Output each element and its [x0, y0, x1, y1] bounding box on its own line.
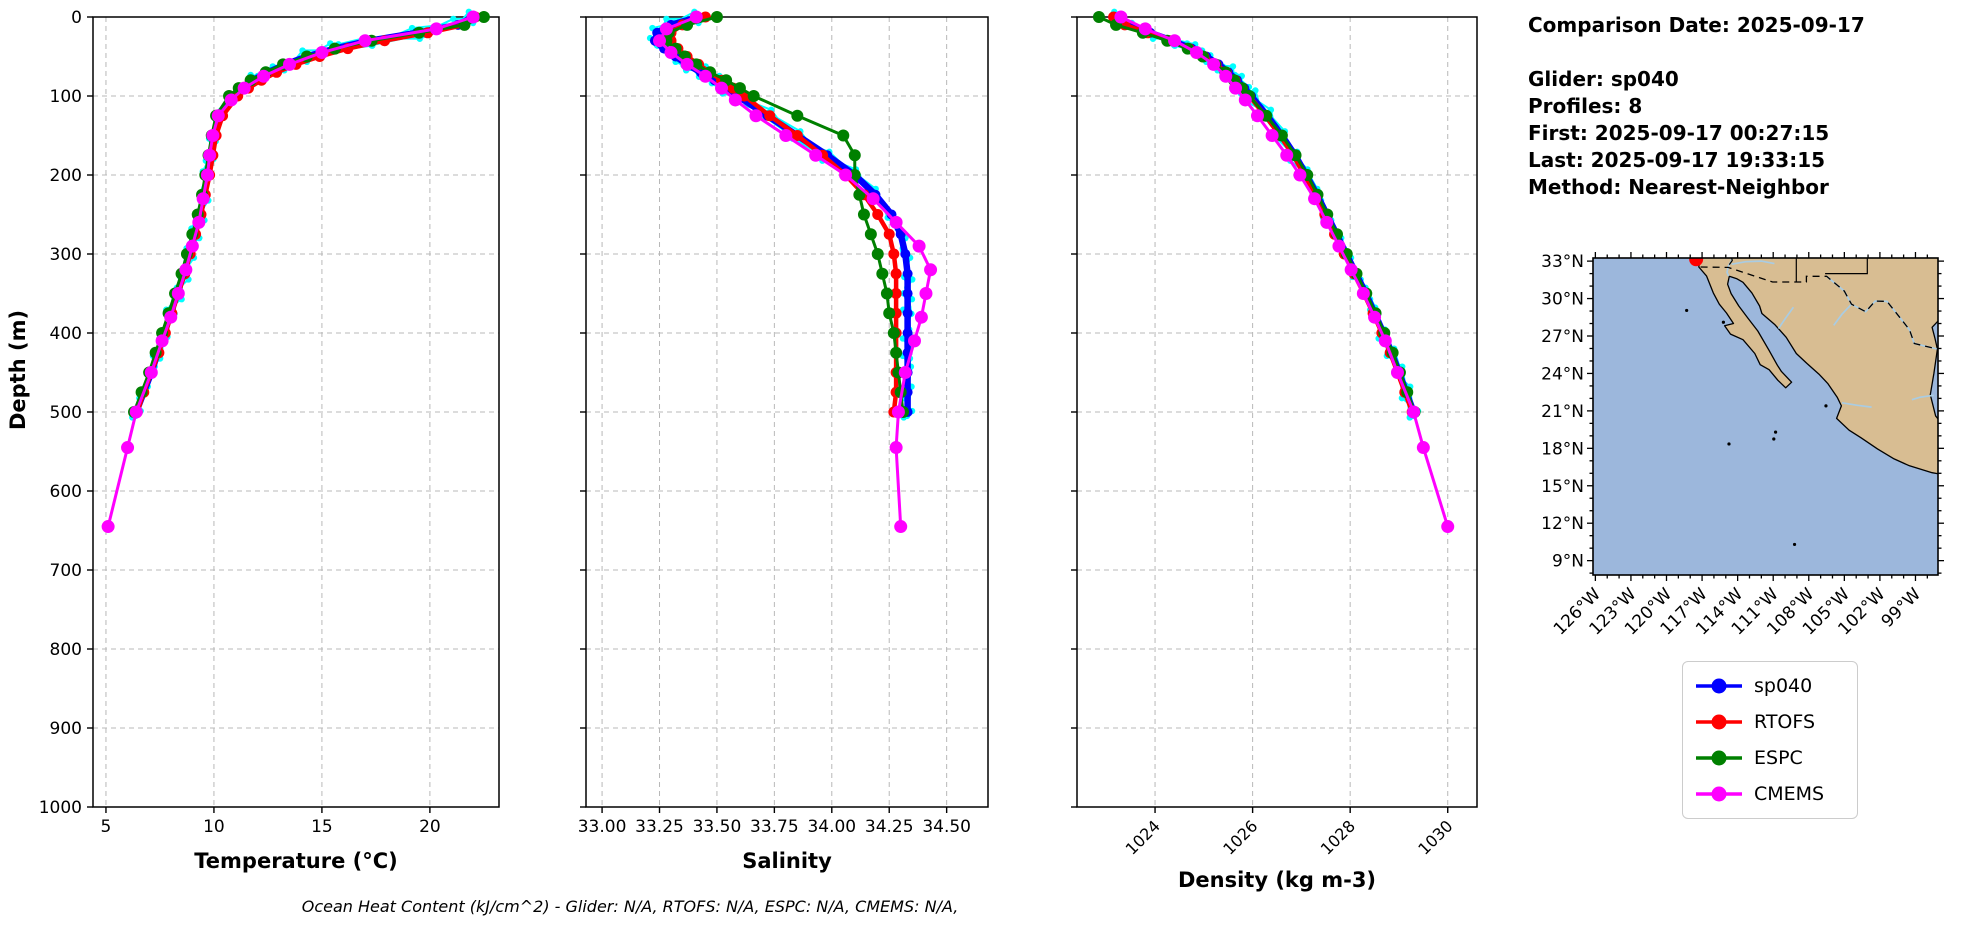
map-layers: [1593, 258, 1938, 575]
temperature-axis-label: Temperature (°C): [194, 849, 398, 873]
svg-text:24°N: 24°N: [1541, 364, 1584, 384]
svg-text:10: 10: [203, 817, 225, 837]
svg-text:99°W: 99°W: [1878, 584, 1925, 631]
svg-text:5: 5: [101, 817, 112, 837]
temperature-grid: [93, 16, 499, 808]
svg-text:21°N: 21°N: [1541, 402, 1584, 422]
svg-text:400: 400: [50, 324, 82, 344]
svg-text:100: 100: [50, 87, 82, 107]
legend-swatch-RTOFS: [1696, 714, 1742, 730]
ohc-footnote: Ocean Heat Content (kJ/cm^2) - Glider: N…: [301, 897, 959, 916]
svg-text:600: 600: [50, 482, 82, 502]
depth-axis-label: Depth (m): [6, 309, 30, 430]
legend-label: ESPC: [1754, 747, 1803, 769]
series-glider-raw-profiles-temperature: [129, 8, 481, 421]
salinity-chart: 33.00 33.25 33.50 33.75 34.00 34.25 34.50: [578, 8, 989, 837]
svg-text:700: 700: [50, 561, 82, 581]
density-plot-frame: [1076, 16, 1478, 808]
salinity-ticks: [580, 16, 948, 813]
map-islands: [1685, 308, 1828, 547]
svg-text:800: 800: [50, 640, 82, 660]
svg-text:9°N: 9°N: [1552, 552, 1584, 572]
svg-text:34.00: 34.00: [807, 817, 856, 837]
legend-swatch-sp040: [1696, 678, 1742, 694]
legend-swatch-CMEMS: [1696, 786, 1742, 802]
svg-text:1026: 1026: [1219, 816, 1261, 858]
legend-item-CMEMS: CMEMS: [1695, 776, 1847, 812]
legend-swatch-ESPC: [1696, 750, 1742, 766]
svg-text:33°N: 33°N: [1541, 252, 1584, 272]
series-ESPC-temperature: [128, 11, 490, 418]
legend: sp040 RTOFS ESPC CMEMS: [1682, 661, 1858, 819]
svg-text:20: 20: [419, 817, 441, 837]
svg-text:12°N: 12°N: [1541, 514, 1584, 534]
legend-label: CMEMS: [1754, 783, 1825, 805]
series-sp040-temperature: [131, 12, 479, 417]
svg-text:30°N: 30°N: [1541, 290, 1584, 310]
temperature-plot-frame: [92, 16, 500, 808]
svg-text:300: 300: [50, 245, 82, 265]
legend-item-RTOFS: RTOFS: [1695, 704, 1847, 740]
series-CMEMS-temperature: [101, 10, 480, 534]
svg-text:27°N: 27°N: [1541, 327, 1584, 347]
legend-item-ESPC: ESPC: [1695, 740, 1847, 776]
comparison-date: Comparison Date: 2025-09-17: [1528, 13, 1865, 37]
meta-method: Method: Nearest-Neighbor: [1528, 175, 1829, 199]
series-glider-raw-profiles-density: [1111, 8, 1422, 421]
svg-text:1000: 1000: [39, 798, 82, 818]
map-land: [1698, 258, 1938, 475]
svg-text:34.50: 34.50: [922, 817, 971, 837]
svg-text:15°N: 15°N: [1541, 477, 1584, 497]
metadata-block: Comparison Date: 2025-09-17 Glider: sp04…: [1528, 12, 1865, 201]
map-ticks: [1587, 252, 1944, 581]
salinity-axis-label: Salinity: [742, 849, 832, 873]
density-tick-labels: 1024 1026 1028 1030: [1122, 816, 1457, 858]
legend-label: sp040: [1754, 675, 1813, 697]
svg-text:200: 200: [50, 166, 82, 186]
svg-text:1030: 1030: [1414, 816, 1456, 858]
salinity-plot-frame: [585, 16, 989, 808]
location-map: 126°W123°W120°W117°W114°W111°W108°W105°W…: [1541, 252, 1944, 639]
series-RTOFS-temperature: [131, 11, 481, 418]
glider-location-marker: [1689, 258, 1704, 267]
legend-item-sp040: sp040: [1695, 668, 1847, 704]
temperature-ticks: [87, 16, 431, 813]
legend-label: RTOFS: [1754, 711, 1816, 733]
meta-spacer: [1528, 39, 1865, 66]
svg-text:33.75: 33.75: [750, 817, 799, 837]
svg-text:34.25: 34.25: [865, 817, 914, 837]
svg-text:15: 15: [311, 817, 333, 837]
meta-last: Last: 2025-09-17 19:33:15: [1528, 148, 1826, 172]
svg-text:18°N: 18°N: [1541, 439, 1584, 459]
meta-glider: Glider: sp040: [1528, 67, 1679, 91]
svg-text:900: 900: [50, 719, 82, 739]
svg-text:33.50: 33.50: [693, 817, 742, 837]
series-ESPC-density: [1092, 11, 1421, 418]
series-CMEMS-density: [1114, 10, 1455, 534]
density-chart: 1024 1026 1028 1030: [1071, 8, 1478, 859]
series-sp040-density: [1113, 12, 1419, 417]
map-country-border: [1700, 266, 1938, 350]
svg-text:33.00: 33.00: [578, 817, 627, 837]
map-frame: [1592, 257, 1939, 576]
svg-text:1024: 1024: [1122, 816, 1164, 858]
svg-text:0: 0: [71, 8, 82, 28]
svg-text:500: 500: [50, 403, 82, 423]
svg-text:1028: 1028: [1317, 816, 1359, 858]
meta-first: First: 2025-09-17 00:27:15: [1528, 121, 1830, 145]
series-RTOFS-density: [1108, 11, 1418, 418]
density-ticks: [1071, 16, 1449, 813]
salinity-tick-labels: 33.00 33.25 33.50 33.75 34.00 34.25 34.50: [578, 817, 971, 837]
series-CMEMS-salinity: [653, 10, 938, 534]
svg-text:33.25: 33.25: [635, 817, 684, 837]
map-state-borders: [1728, 258, 1868, 282]
density-axis-label: Density (kg m-3): [1177, 868, 1377, 892]
meta-profiles: Profiles: 8: [1528, 94, 1643, 118]
